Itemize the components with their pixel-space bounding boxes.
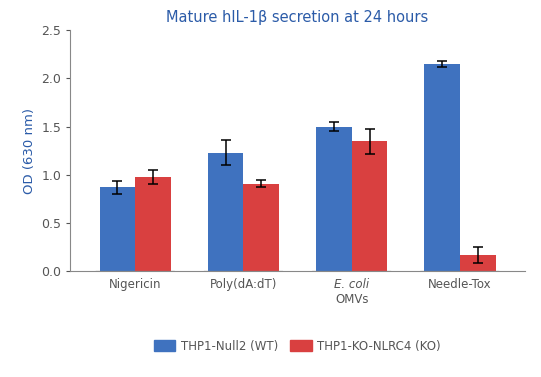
Bar xyxy=(208,153,243,271)
Title: Mature hIL-1β secretion at 24 hours: Mature hIL-1β secretion at 24 hours xyxy=(167,10,428,25)
Bar xyxy=(352,141,387,271)
Bar xyxy=(316,127,352,271)
Y-axis label: OD (630 nm): OD (630 nm) xyxy=(23,108,36,194)
Text: Needle-Tox: Needle-Tox xyxy=(428,278,492,291)
Bar xyxy=(243,184,279,271)
Text: Poly(dA:dT): Poly(dA:dT) xyxy=(210,278,277,291)
Text: E. coli: E. coli xyxy=(334,278,369,291)
Bar xyxy=(135,177,171,271)
Bar xyxy=(460,255,496,271)
Bar xyxy=(100,187,135,271)
Legend: THP1-Null2 (WT), THP1-KO-NLRC4 (KO): THP1-Null2 (WT), THP1-KO-NLRC4 (KO) xyxy=(149,335,446,357)
Text: OMVs: OMVs xyxy=(335,293,368,306)
Text: Nigericin: Nigericin xyxy=(109,278,162,291)
Bar xyxy=(424,64,460,271)
